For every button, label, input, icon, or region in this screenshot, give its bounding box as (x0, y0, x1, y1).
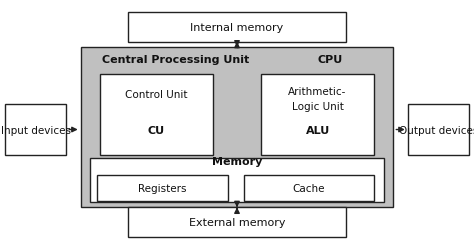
Bar (5, 105, 66, 155)
Bar (408, 105, 469, 155)
Text: ALU: ALU (305, 125, 330, 135)
Text: CPU: CPU (318, 55, 343, 65)
Bar (244, 175, 374, 201)
Text: Memory: Memory (212, 156, 262, 166)
Text: Cache: Cache (293, 183, 325, 193)
Bar (97, 175, 228, 201)
Text: Internal memory: Internal memory (191, 22, 283, 32)
Text: CU: CU (148, 125, 165, 135)
Text: Output devices: Output devices (399, 125, 474, 135)
Bar (128, 12, 346, 42)
Bar (261, 75, 374, 155)
Bar (90, 159, 384, 202)
Text: External memory: External memory (189, 218, 285, 228)
Text: Arithmetic-: Arithmetic- (288, 86, 347, 96)
Text: Input devices: Input devices (0, 125, 71, 135)
Bar (128, 208, 346, 238)
Text: Central Processing Unit: Central Processing Unit (102, 55, 249, 65)
Bar (100, 75, 213, 155)
Text: Logic Unit: Logic Unit (292, 101, 344, 111)
Bar (81, 48, 393, 207)
Text: Registers: Registers (138, 183, 186, 193)
Text: Control Unit: Control Unit (125, 90, 188, 100)
